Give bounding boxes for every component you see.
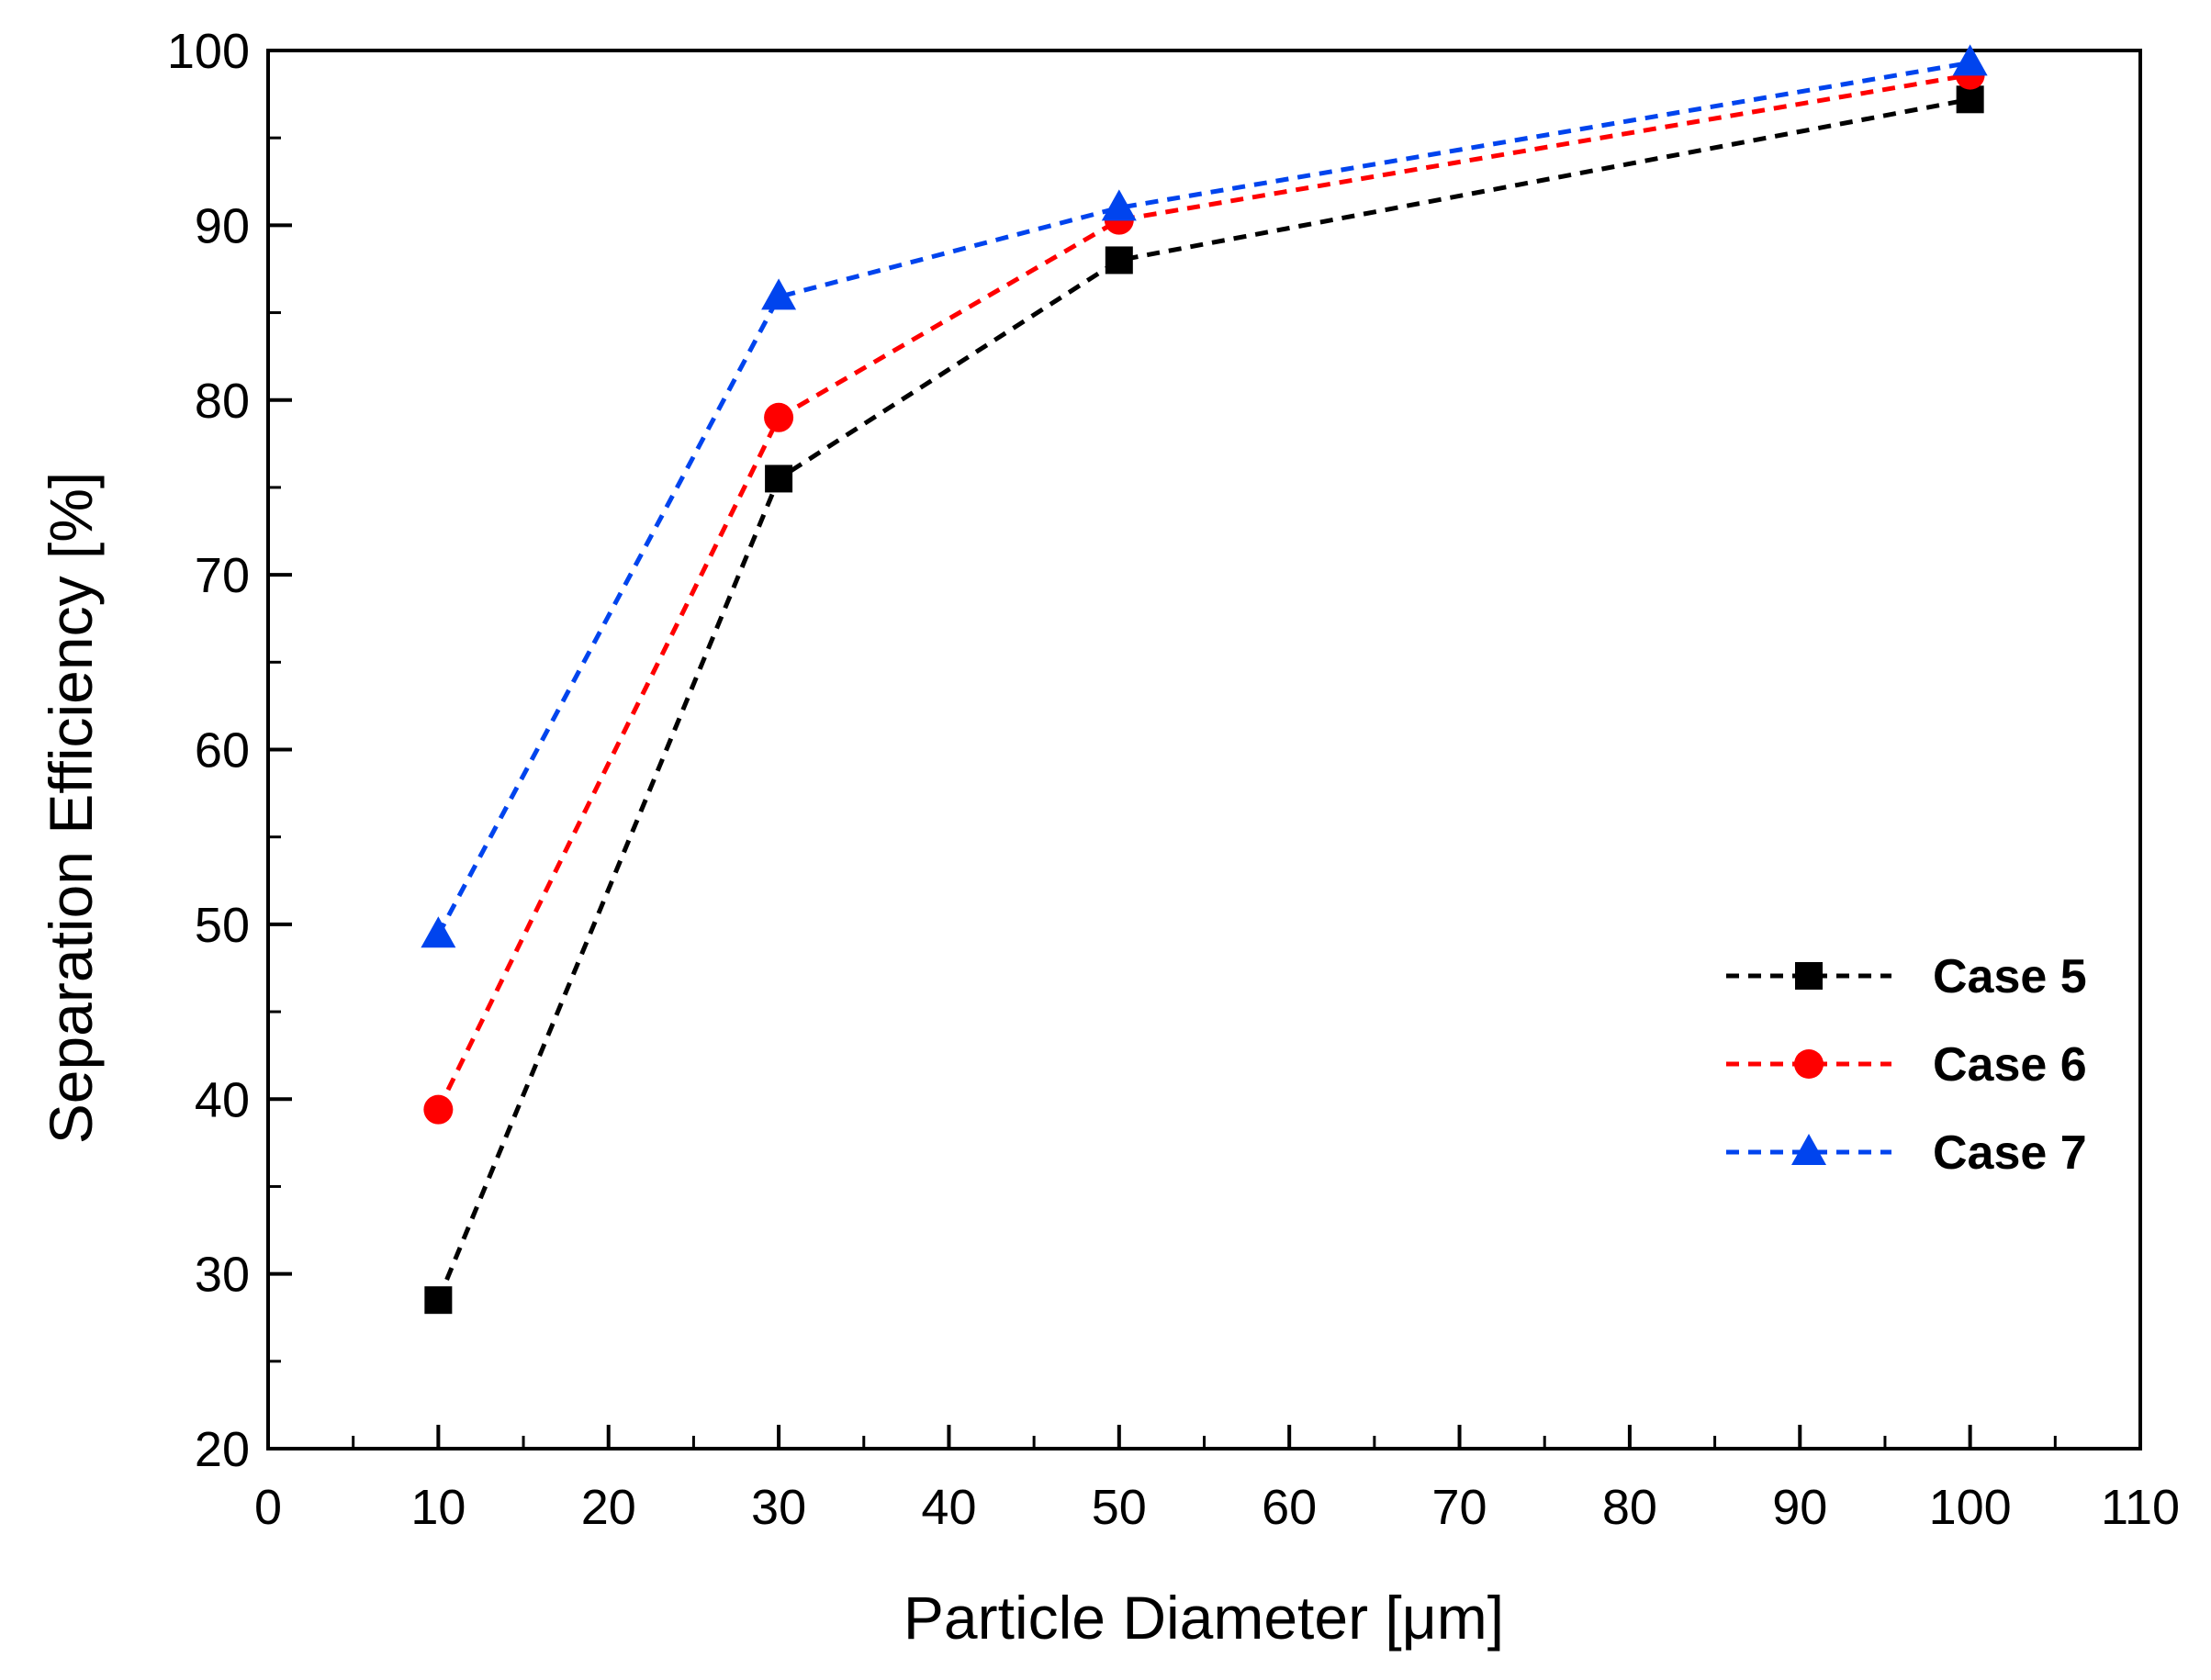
x-tick-label: 70 bbox=[1432, 1480, 1487, 1535]
legend-item-case-7: Case 7 bbox=[1726, 1126, 2087, 1180]
x-tick-label: 100 bbox=[1929, 1480, 2012, 1535]
series-case-7 bbox=[421, 44, 1988, 948]
case-5-point bbox=[1956, 85, 1984, 114]
y-tick-label: 60 bbox=[195, 723, 250, 778]
series-layer bbox=[421, 44, 1988, 1315]
case-7-point bbox=[421, 916, 456, 948]
y-tick-label: 20 bbox=[195, 1422, 250, 1477]
legend-label: Case 7 bbox=[1933, 1126, 2087, 1180]
y-tick-label: 70 bbox=[195, 548, 250, 603]
case-7-point bbox=[1101, 189, 1137, 221]
y-axis-ticks: 20 30 40 50 60 70 80 90 100 bbox=[167, 24, 292, 1477]
x-tick-label: 50 bbox=[1092, 1480, 1147, 1535]
y-tick-label: 100 bbox=[167, 24, 250, 79]
x-tick-label: 40 bbox=[921, 1480, 976, 1535]
legend-marker bbox=[1794, 1049, 1824, 1079]
series-case-6 bbox=[423, 60, 1985, 1125]
series-case-5 bbox=[424, 85, 1984, 1315]
y-tick-label: 30 bbox=[195, 1248, 250, 1303]
x-tick-label: 20 bbox=[581, 1480, 636, 1535]
legend-marker bbox=[1795, 962, 1823, 990]
x-tick-label: 90 bbox=[1772, 1480, 1827, 1535]
legend-label: Case 6 bbox=[1933, 1038, 2087, 1092]
case-5-line bbox=[436, 96, 1971, 1302]
case-5-point bbox=[765, 465, 793, 493]
case-7-line bbox=[436, 60, 1971, 936]
y-tick-label: 50 bbox=[195, 898, 250, 953]
x-axis-ticks: 0 10 20 30 40 50 60 70 80 90 100 110 bbox=[254, 1425, 2180, 1535]
case-7-point bbox=[1952, 44, 1988, 76]
legend-item-case-5: Case 5 bbox=[1726, 950, 2087, 1003]
x-axis-title: Particle Diameter [μm] bbox=[903, 1584, 1504, 1652]
plot-frame bbox=[266, 49, 2142, 1450]
x-tick-label: 110 bbox=[2101, 1480, 2180, 1535]
y-tick-label: 90 bbox=[195, 198, 250, 253]
x-tick-label: 80 bbox=[1602, 1480, 1657, 1535]
case-6-point bbox=[423, 1094, 454, 1125]
legend: Case 5 Case 6 Case 7 bbox=[1726, 950, 2087, 1180]
y-axis-title: Separation Efficiency [%] bbox=[37, 472, 105, 1145]
case-5-point bbox=[1105, 246, 1133, 274]
x-tick-label: 0 bbox=[254, 1480, 282, 1535]
y-tick-label: 80 bbox=[195, 374, 250, 429]
case-6-point bbox=[764, 402, 794, 432]
y-tick-label: 40 bbox=[195, 1072, 250, 1127]
legend-item-case-6: Case 6 bbox=[1726, 1038, 2087, 1092]
x-tick-label: 10 bbox=[410, 1480, 466, 1535]
legend-marker bbox=[1791, 1134, 1826, 1165]
legend-label: Case 5 bbox=[1933, 950, 2087, 1003]
case-7-point bbox=[761, 278, 797, 310]
case-5-point bbox=[424, 1286, 453, 1315]
x-tick-label: 30 bbox=[751, 1480, 806, 1535]
x-tick-label: 60 bbox=[1262, 1480, 1317, 1535]
case-6-line bbox=[436, 73, 1971, 1111]
